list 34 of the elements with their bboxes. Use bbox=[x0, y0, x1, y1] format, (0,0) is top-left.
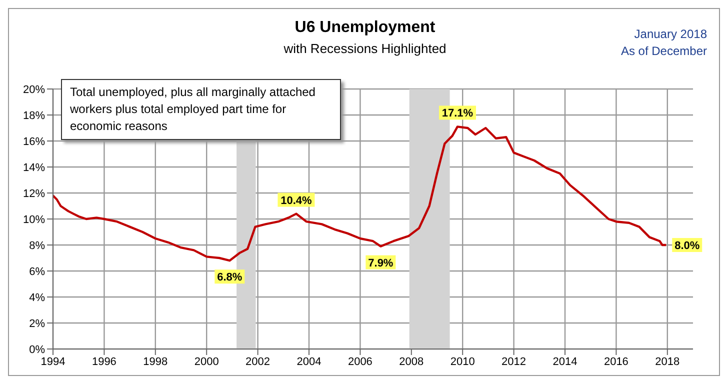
x-tick-label: 2002 bbox=[246, 356, 270, 368]
chart-subtitle: with Recessions Highlighted bbox=[284, 41, 446, 56]
x-tick-label: 1994 bbox=[40, 356, 66, 368]
y-tick-label: 20% bbox=[22, 84, 46, 96]
x-tick-label: 2014 bbox=[552, 356, 578, 368]
x-tick-label: 2006 bbox=[348, 356, 372, 368]
text: As of December bbox=[620, 44, 707, 58]
text: January 2018 bbox=[634, 27, 707, 41]
x-tick-label: 2018 bbox=[655, 356, 680, 368]
y-tick-label: 16% bbox=[22, 136, 46, 148]
x-tick-label: 1996 bbox=[92, 356, 116, 368]
annotation: 6.8% bbox=[217, 272, 242, 284]
x-tick-label: 2010 bbox=[450, 356, 475, 368]
y-tick-label: 0% bbox=[29, 344, 46, 356]
x-tick-label: 2004 bbox=[296, 356, 322, 368]
annotation: 8.0% bbox=[674, 240, 700, 252]
annotation: 10.4% bbox=[280, 194, 312, 207]
y-tick-label: 4% bbox=[29, 292, 46, 304]
x-tick-label: 2016 bbox=[604, 356, 628, 368]
chart-title: U6 Unemployment bbox=[294, 19, 436, 36]
x-tick-label: 1998 bbox=[143, 356, 168, 368]
y-tick-label: 10% bbox=[22, 214, 46, 226]
x-tick-label: 2008 bbox=[399, 356, 424, 368]
y-tick-label: 18% bbox=[22, 110, 46, 122]
annotation: 17.1% bbox=[442, 108, 474, 120]
annotation: Total unemployed, plus all marginally attached workers plus total employed part time for economic reasons bbox=[61, 79, 341, 140]
y-tick-label: 6% bbox=[29, 266, 46, 278]
x-tick-label: 2000 bbox=[194, 356, 219, 368]
y-tick-label: 8% bbox=[29, 240, 46, 252]
annotation: 7.9% bbox=[368, 257, 394, 270]
y-tick-label: 2% bbox=[29, 318, 46, 330]
x-tick-label: 2012 bbox=[502, 356, 526, 368]
y-tick-label: 12% bbox=[22, 188, 46, 200]
y-tick-label: 14% bbox=[22, 162, 46, 174]
